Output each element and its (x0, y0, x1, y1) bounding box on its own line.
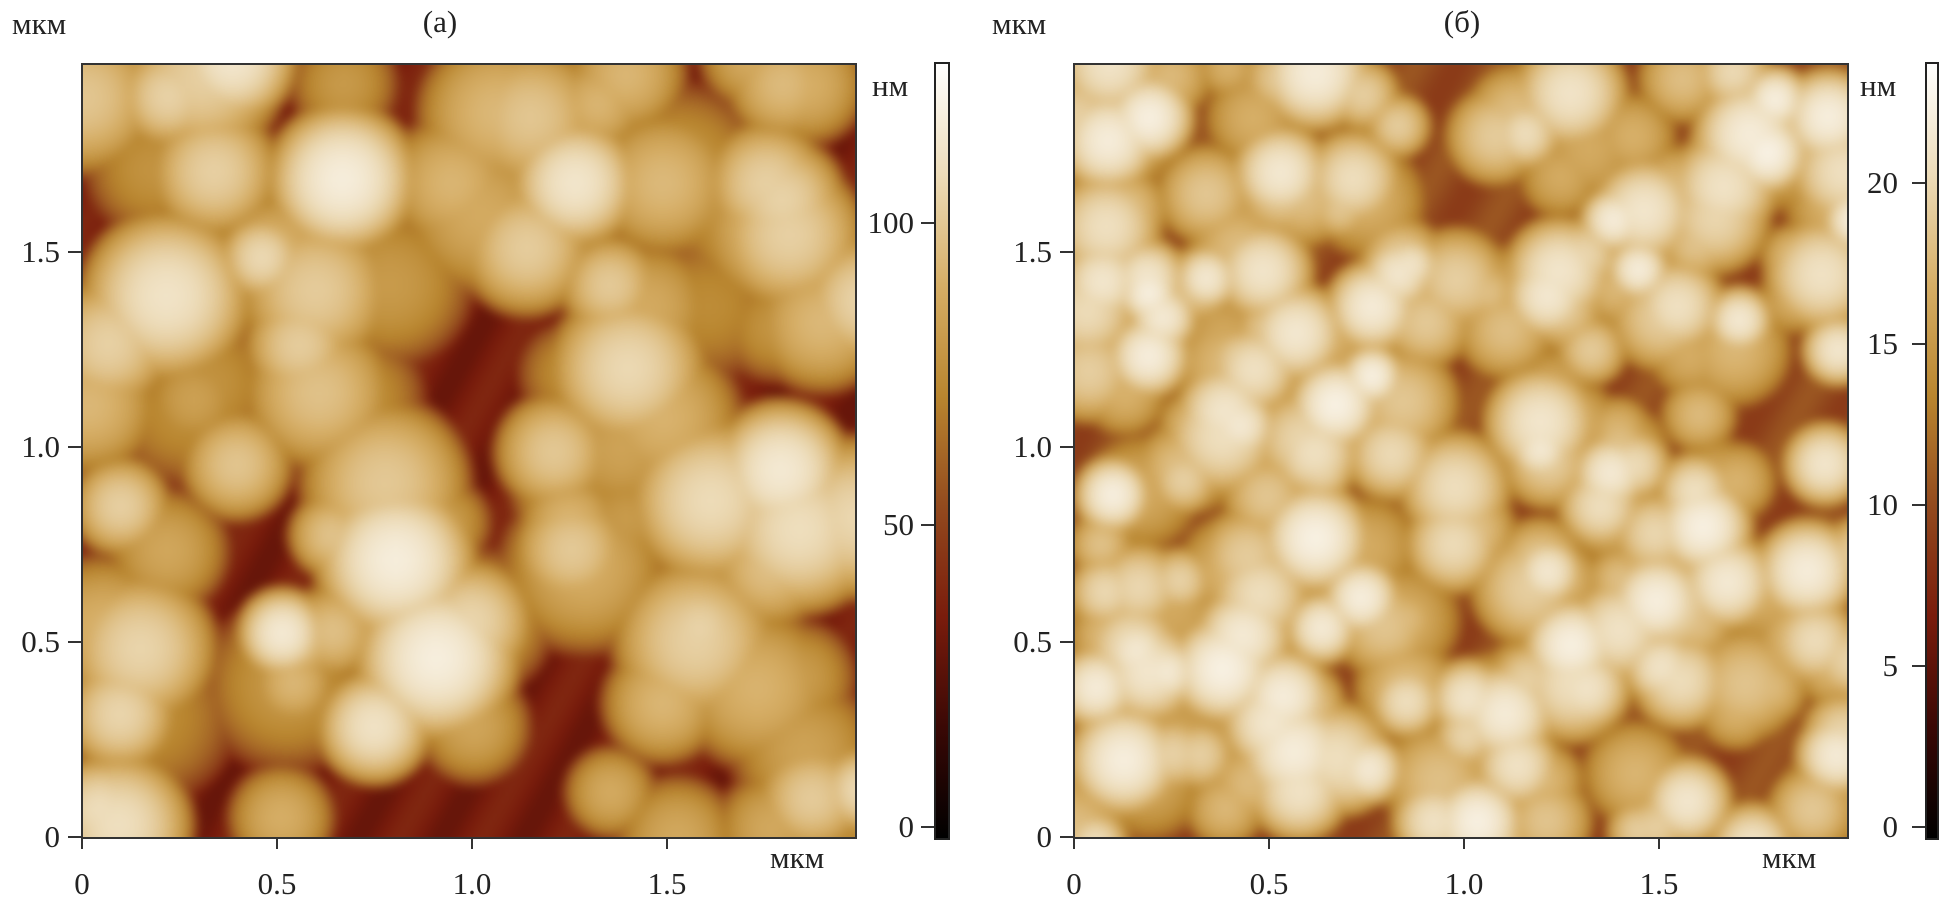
x-tick-label: 1.5 (647, 866, 687, 901)
colorbar-a (934, 62, 950, 840)
colorbar-tick-mark (1912, 503, 1925, 506)
y-tick-label: 1.0 (1013, 429, 1052, 464)
colorbar-tick-mark (1912, 664, 1925, 667)
x-tick-label: 0.5 (1249, 866, 1289, 901)
colorbar-tick-mark (921, 524, 934, 527)
y-tick-mark (1060, 641, 1074, 643)
colorbar-tick-mark (1912, 181, 1925, 184)
y-tick-mark (68, 251, 82, 253)
colorbar-unit-label: нм (1860, 68, 1897, 103)
x-tick-mark (666, 837, 668, 849)
colorbar-tick-label: 0 (1882, 809, 1899, 844)
afm-image-b (1073, 63, 1849, 839)
x-tick-label: 1.0 (1444, 866, 1484, 901)
y-tick-label: 0.5 (21, 624, 60, 659)
x-tick-mark (276, 837, 278, 849)
y-tick-label: 1.0 (21, 429, 60, 464)
x-tick-label: 0 (74, 866, 90, 901)
colorbar-tick-label: 20 (1867, 164, 1898, 200)
colorbar-tick-label: 50 (883, 507, 914, 543)
x-tick-mark (1658, 837, 1660, 849)
colorbar-tick-mark (1912, 342, 1925, 345)
x-tick-label: 1.5 (1639, 866, 1679, 901)
y-tick-label: 0 (1036, 819, 1053, 854)
afm-image-a (81, 63, 857, 839)
y-axis-unit-label: мкм (12, 6, 67, 41)
y-tick-mark (1060, 836, 1074, 838)
y-tick-mark (1060, 446, 1074, 448)
colorbar-tick-label: 15 (1867, 325, 1898, 361)
x-tick-mark (81, 837, 83, 849)
colorbar-unit-label: нм (872, 68, 909, 103)
panel-label: (а) (422, 4, 458, 39)
x-tick-label: 0.5 (257, 866, 297, 901)
colorbar-tick-mark (921, 826, 934, 828)
x-axis-unit-label: мкм (770, 840, 825, 875)
y-tick-mark (68, 446, 82, 448)
y-axis-unit-label: мкм (992, 6, 1047, 41)
y-tick-label: 0 (44, 819, 61, 854)
colorbar-tick-label: 5 (1882, 647, 1899, 683)
x-tick-label: 0 (1066, 866, 1082, 901)
y-tick-label: 1.5 (1013, 234, 1052, 269)
afm-heightmap-b (1075, 65, 1847, 837)
colorbar-tick-label: 10 (1867, 486, 1898, 522)
y-tick-label: 1.5 (21, 234, 60, 269)
colorbar-tick-mark (1912, 826, 1925, 828)
y-tick-mark (68, 836, 82, 838)
colorbar-tick-label: 100 (867, 205, 915, 241)
x-tick-mark (1073, 837, 1075, 849)
y-tick-label: 0.5 (1013, 624, 1052, 659)
x-tick-mark (471, 837, 473, 849)
colorbar-tick-label: 0 (898, 809, 915, 844)
colorbar-b (1925, 62, 1939, 840)
panel-label: (б) (1443, 4, 1481, 39)
x-axis-unit-label: мкм (1762, 840, 1817, 875)
x-tick-mark (1268, 837, 1270, 849)
y-tick-mark (68, 641, 82, 643)
y-tick-mark (1060, 251, 1074, 253)
afm-heightmap-a (83, 65, 855, 837)
x-tick-mark (1463, 837, 1465, 849)
x-tick-label: 1.0 (452, 866, 492, 901)
colorbar-tick-mark (921, 222, 934, 225)
